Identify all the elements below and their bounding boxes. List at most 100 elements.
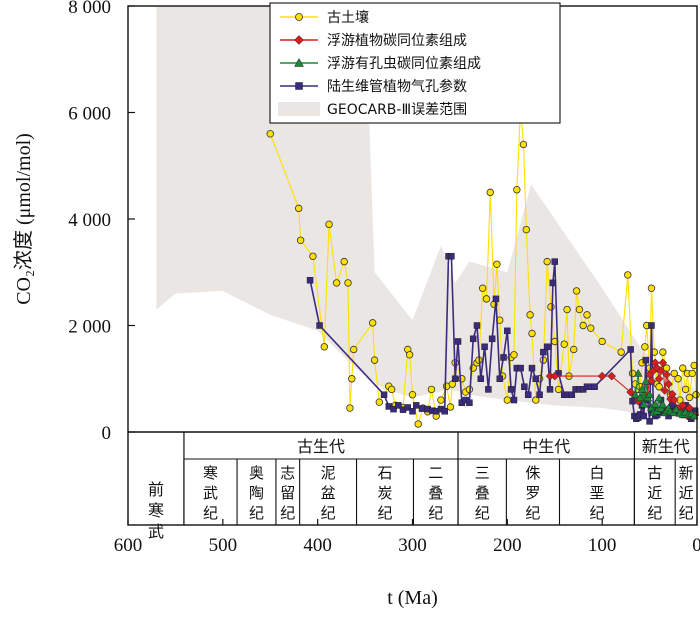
legend-label: GEOCARB-Ⅲ误差范围 [327, 101, 467, 118]
legend-marker [294, 57, 304, 67]
period-label-char: 纪 [428, 504, 443, 522]
data-point [405, 351, 414, 359]
data-point [598, 337, 606, 346]
data-point [320, 343, 329, 351]
data-point [540, 348, 547, 356]
data-point [554, 385, 563, 394]
data-point [536, 391, 543, 398]
data-point [524, 391, 532, 398]
period-label: 侏罗纪 [525, 464, 540, 522]
data-point [543, 257, 551, 266]
period-label-char: 志 [280, 464, 295, 482]
data-point [507, 386, 515, 393]
data-point [685, 393, 694, 402]
data-point [370, 356, 379, 364]
data-point [408, 391, 417, 399]
data-point [478, 284, 487, 292]
period-label-char: 纪 [321, 504, 336, 522]
data-point [550, 371, 560, 381]
data-point [332, 279, 341, 287]
data-point [427, 385, 436, 394]
data-point [635, 393, 645, 402]
x-tick-label: 0 [692, 535, 700, 556]
data-point [560, 340, 568, 348]
data-point [266, 130, 274, 138]
data-point [404, 404, 412, 411]
data-point [446, 403, 455, 411]
era-label: 新生代 [642, 437, 690, 456]
data-point [517, 364, 524, 372]
period-label-char: 白 [589, 464, 604, 482]
x-tick-label: 500 [209, 535, 238, 556]
data-point [597, 371, 607, 381]
data-point [348, 375, 356, 383]
data-point [344, 279, 352, 287]
period-label-char: 炭 [377, 484, 392, 502]
era-label: 古生代 [297, 437, 345, 456]
data-point [477, 375, 485, 382]
data-point [654, 374, 664, 384]
legend-marker [294, 35, 304, 45]
data-point [387, 385, 396, 394]
era-label-precambrian: 前寒武 [148, 480, 164, 541]
data-point [500, 354, 507, 361]
period-label-char: 盆 [321, 484, 336, 502]
data-point [437, 396, 445, 404]
data-point [481, 343, 488, 351]
y-axis-title: CO₂浓度 (μmol/mol) [12, 133, 35, 305]
data-point [624, 271, 632, 279]
legend-item: 浮游植物碳同位素组成 [280, 33, 467, 49]
data-point [647, 376, 656, 386]
data-point [346, 404, 354, 412]
period-label: 石炭纪 [377, 464, 392, 522]
data-point [521, 383, 528, 390]
data-point [688, 369, 696, 378]
period-label: 志留纪 [280, 464, 295, 522]
data-point [296, 236, 305, 244]
data-point [641, 343, 649, 351]
data-point [662, 370, 672, 379]
data-point [295, 204, 303, 213]
data-point [441, 407, 448, 415]
period-label-char: 垩 [589, 484, 604, 502]
era-label-char: 武 [148, 522, 164, 541]
legend-item: GEOCARB-Ⅲ误差范围 [278, 101, 467, 118]
series-layer [266, 103, 700, 428]
data-point [513, 186, 521, 194]
data-point [660, 386, 670, 395]
x-tick-label: 400 [303, 535, 332, 556]
data-point [591, 383, 598, 390]
legend-item: 陆生维管植物气孔参数 [280, 78, 467, 95]
era-label: 中生代 [522, 437, 570, 456]
data-point [637, 384, 647, 393]
data-point [570, 345, 578, 354]
y-tick-label: 4 000 [68, 210, 111, 231]
data-point [669, 395, 679, 405]
data-point [692, 391, 700, 399]
data-point [640, 412, 648, 420]
y-tick-label: 6 000 [68, 104, 111, 125]
data-point [626, 387, 635, 397]
period-label-char: 寒 [203, 464, 218, 482]
data-point [575, 305, 584, 314]
y-tick-label: 2 000 [68, 317, 111, 338]
data-point [418, 405, 426, 412]
data-point [658, 400, 668, 409]
era-label-char: 寒 [148, 501, 164, 520]
series-2 [630, 368, 699, 420]
data-point [549, 279, 557, 287]
data-point [413, 402, 420, 409]
era-label-char: 前 [148, 480, 164, 499]
period-label-char: 石 [377, 464, 392, 482]
data-point [466, 399, 473, 406]
period-label-char: 奥 [249, 464, 264, 482]
period-label: 白垩纪 [589, 464, 604, 522]
data-point [368, 319, 377, 327]
data-point [630, 390, 640, 398]
legend-item: 浮游有孔虫碳同位素组成 [280, 56, 481, 72]
axes: 0 2 000 4 000 6 000 8 000 600 500 400 300 200 100 0 [68, 0, 700, 556]
period-label-char: 武 [203, 484, 218, 502]
data-point [380, 391, 388, 398]
data-point [350, 345, 358, 354]
data-point [451, 375, 459, 382]
